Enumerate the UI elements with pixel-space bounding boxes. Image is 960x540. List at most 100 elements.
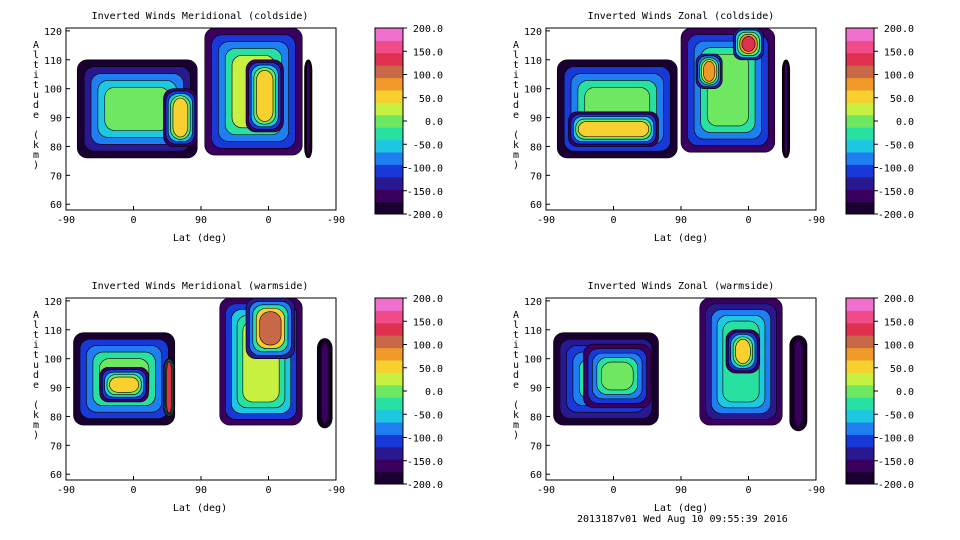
colorbar-swatch	[846, 152, 874, 165]
x-tick-label: -90	[327, 215, 345, 226]
x-tick-label: 90	[195, 485, 207, 496]
y-tick-label: 120	[44, 297, 62, 308]
colorbar-swatch	[375, 40, 403, 54]
y-tick-label: 100	[44, 355, 62, 366]
colorbar-tick-label: 50.0	[419, 364, 443, 375]
colorbar-swatch	[375, 52, 403, 66]
y-tick-label: 60	[530, 200, 542, 211]
x-tick-label: -90	[537, 485, 555, 496]
contour-ring	[306, 61, 311, 157]
colorbar-swatch	[375, 176, 403, 190]
y-tick-label: 60	[530, 470, 542, 481]
colorbar: 200.0 150.0 100.0 50.0 0.0 -50.0 -100.0 -150.0 -…	[374, 24, 443, 221]
colorbar-swatch	[375, 372, 403, 386]
colorbar-swatch	[375, 397, 403, 411]
footer-timestamp: 2013187v01 Wed Aug 10 09:55:39 2016	[577, 514, 788, 525]
chart-title: Inverted Winds Zonal (warmside)	[588, 281, 775, 292]
colorbar-swatch	[846, 372, 874, 386]
colorbar-tick-label: -200.0	[407, 210, 443, 221]
y-tick-label: 110	[44, 56, 62, 67]
colorbar-swatch	[846, 201, 874, 215]
colorbar-tick-label: 150.0	[884, 47, 914, 58]
colorbar-tick-label: -100.0	[878, 434, 914, 445]
chart-title: Inverted Winds Meridional (coldside)	[92, 11, 309, 22]
colorbar-swatch	[375, 201, 403, 215]
x-tick-label: 0	[610, 485, 616, 496]
y-tick-label: 60	[50, 470, 62, 481]
colorbar-swatch	[375, 114, 403, 128]
x-tick-label: 0	[265, 215, 271, 226]
x-tick-label: -90	[807, 485, 825, 496]
y-tick-label: 110	[44, 326, 62, 337]
y-tick-label: 110	[524, 326, 542, 337]
colorbar-swatch	[846, 298, 874, 311]
colorbar-tick-label: -150.0	[407, 187, 443, 198]
x-tick-label: 90	[675, 215, 687, 226]
colorbar-tick-label: 150.0	[413, 47, 443, 58]
x-tick-label: 0	[265, 485, 271, 496]
y-tick-label: 100	[524, 85, 542, 96]
y-tick-label: 110	[524, 56, 542, 67]
colorbar-swatch	[375, 102, 403, 116]
colorbar-swatch	[375, 298, 403, 311]
x-axis-label: Lat (deg)	[173, 233, 227, 244]
chart-panel-4: Inverted Winds Zonal (warmside) -90 0 90 0 -9…	[513, 281, 914, 514]
contour-ring	[794, 340, 803, 427]
y-tick-label: 90	[530, 114, 542, 125]
colorbar-tick-label: -200.0	[407, 480, 443, 491]
colorbar-tick-label: 200.0	[884, 294, 914, 305]
colorbar-tick-label: 50.0	[890, 94, 914, 105]
colorbar-tick-label: 0.0	[896, 117, 914, 128]
colorbar-swatch	[375, 139, 403, 153]
colorbar-swatch	[846, 40, 874, 54]
y-tick-label: 120	[524, 297, 542, 308]
colorbar-swatch	[846, 322, 874, 336]
colorbar-tick-label: -150.0	[878, 457, 914, 468]
colorbar-swatch	[375, 322, 403, 336]
y-tick-label: 70	[530, 441, 542, 452]
colorbar-swatch	[846, 310, 874, 324]
colorbar-swatch	[846, 397, 874, 411]
colorbar-swatch	[846, 127, 874, 141]
colorbar-tick-label: 50.0	[419, 94, 443, 105]
colorbar-swatch	[846, 422, 874, 435]
contour-field	[556, 28, 791, 159]
colorbar-swatch	[375, 471, 403, 485]
contour-ring	[577, 121, 650, 138]
colorbar-tick-label: -150.0	[407, 457, 443, 468]
colorbar-tick-label: 200.0	[413, 24, 443, 35]
y-tick-label: 90	[530, 384, 542, 395]
x-tick-label: 0	[745, 485, 751, 496]
x-tick-label: 90	[675, 485, 687, 496]
contour-ring	[741, 36, 756, 52]
chart-panel-3: Inverted Winds Meridional (warmside) -90 0…	[33, 281, 443, 514]
contour-ring	[784, 61, 788, 157]
colorbar-swatch	[846, 446, 874, 460]
colorbar-swatch	[375, 384, 403, 398]
colorbar-swatch	[846, 52, 874, 66]
colorbar-swatch	[846, 65, 874, 79]
colorbar-tick-label: 100.0	[413, 341, 443, 352]
colorbar-swatch	[846, 459, 874, 473]
colorbar-swatch	[375, 335, 403, 349]
colorbar-swatch	[846, 90, 874, 103]
contour-ring	[259, 311, 282, 346]
colorbar-swatch	[375, 65, 403, 79]
contour-field	[76, 28, 313, 159]
contour-ring	[104, 86, 171, 131]
y-tick-label: 120	[524, 27, 542, 38]
contour-ring	[166, 361, 172, 414]
colorbar-tick-label: 200.0	[413, 294, 443, 305]
colorbar-tick-label: 150.0	[413, 317, 443, 328]
chart-title: Inverted Winds Zonal (coldside)	[588, 11, 775, 22]
x-tick-label: -90	[537, 215, 555, 226]
x-axis-label: Lat (deg)	[654, 233, 708, 244]
colorbar-swatch	[375, 409, 403, 423]
colorbar-tick-label: -200.0	[878, 480, 914, 491]
colorbar-swatch	[846, 409, 874, 423]
y-tick-label: 60	[50, 200, 62, 211]
